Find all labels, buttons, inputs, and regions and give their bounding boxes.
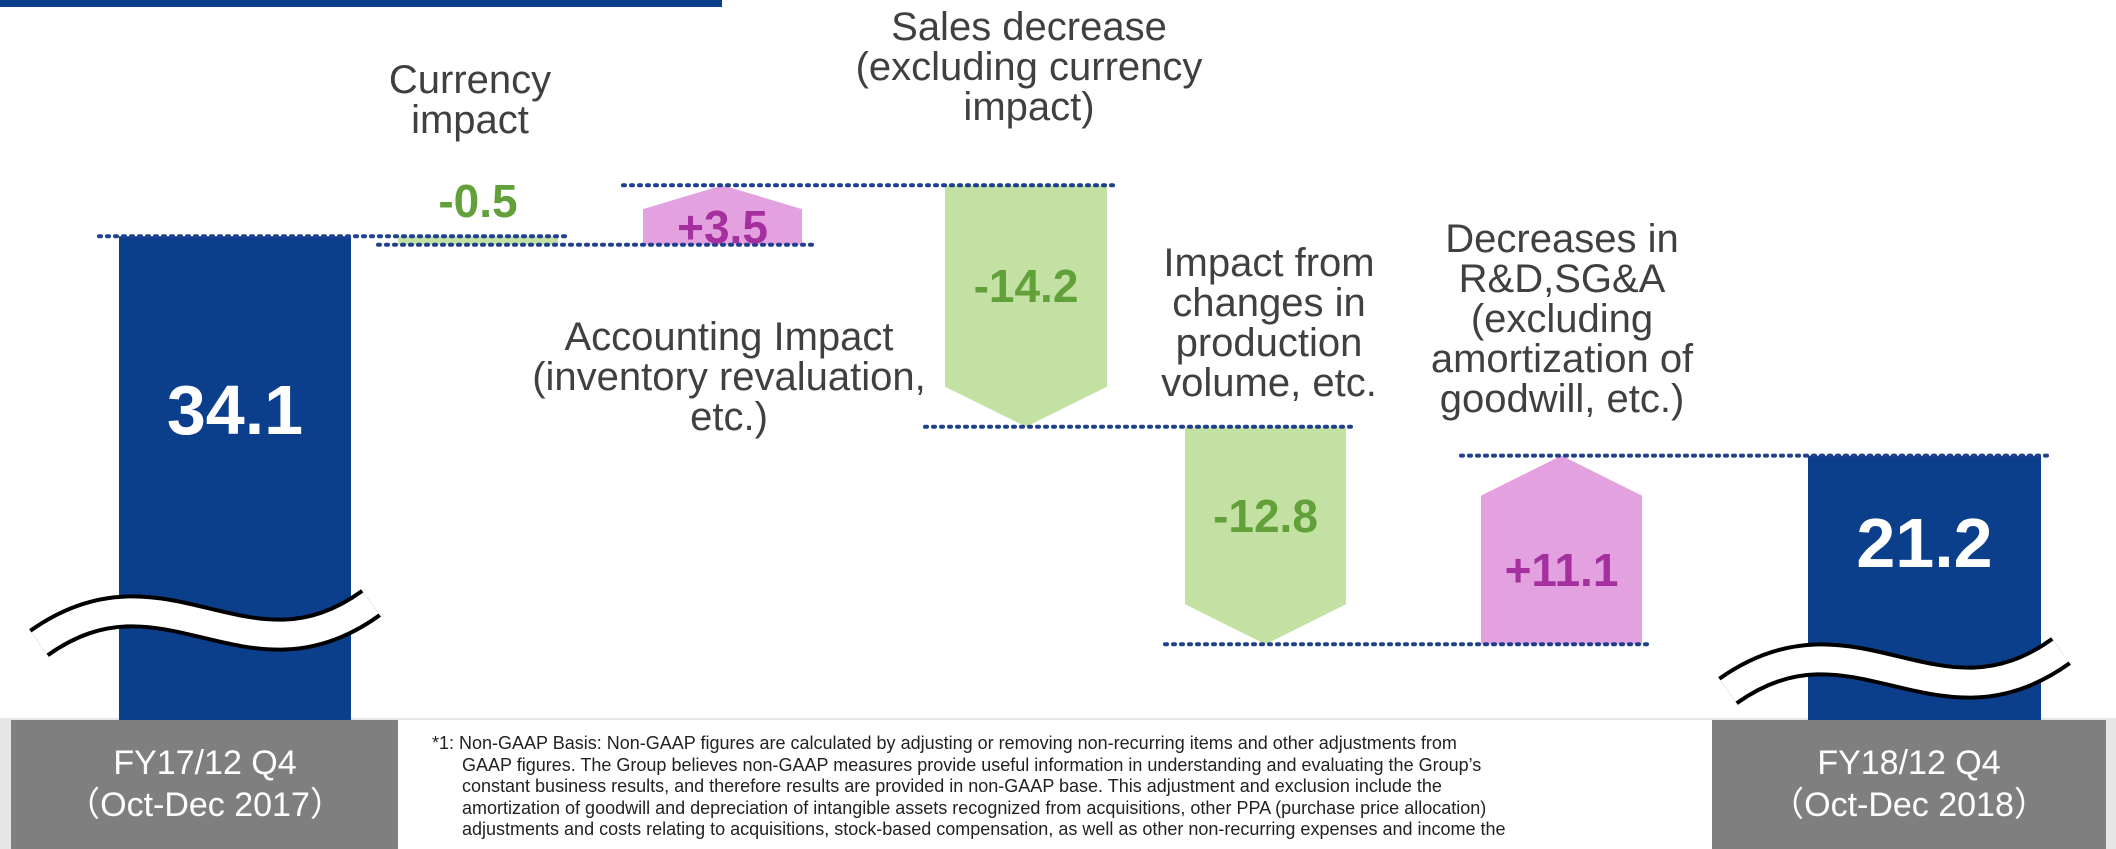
category-label: Impact from changes in production volume… [1161,241,1377,405]
value-label: -12.8 [1213,489,1318,542]
header-strip [0,0,722,7]
axis-break [31,592,379,654]
left-label-box [11,720,398,849]
increase-bar [643,185,802,245]
decrease-bar [398,236,558,245]
footnote-line: *1: Non-GAAP Basis: Non-GAAP figures are… [432,733,1457,753]
axis-break [1720,640,2069,702]
value-label: -14.2 [973,260,1079,312]
footnote-box [398,720,1712,849]
footnote-line: adjustments and costs relating to acquis… [462,819,1506,840]
total-bar [119,236,351,721]
decrease-bar [945,185,1107,427]
footnote-line: constant business results, and therefore… [462,776,1442,797]
category-label: Accounting Impact (inventory revaluation… [532,315,926,439]
footnote-line: amortization of goodwill and depreciatio… [462,797,1487,818]
footnote-line: GAAP figures. The Group believes non-GAA… [462,754,1482,775]
value-label: +11.1 [1504,543,1619,596]
category-label: Decreases in R&D,SG&A (excluding amortiz… [1430,217,1694,421]
value-label: 34.1 [166,370,304,449]
right-label-box [1712,720,2106,849]
category-label: Sales decrease (excluding currency impac… [855,5,1203,129]
category-label: FY18/12 Q4 （Oct-Dec 2018） [1770,744,2048,824]
footnote: *1: Non-GAAP Basis: Non-GAAP figures are… [432,733,1506,841]
category-label: FY17/12 Q4 （Oct-Dec 2017） [66,744,344,824]
value-label: 21.2 [1856,504,1993,583]
value-label: +3.5 [677,200,768,253]
decrease-bar [1185,426,1346,645]
increase-bar [1481,455,1642,645]
category-label: Currency impact [388,58,552,142]
value-label: -0.5 [438,175,518,228]
